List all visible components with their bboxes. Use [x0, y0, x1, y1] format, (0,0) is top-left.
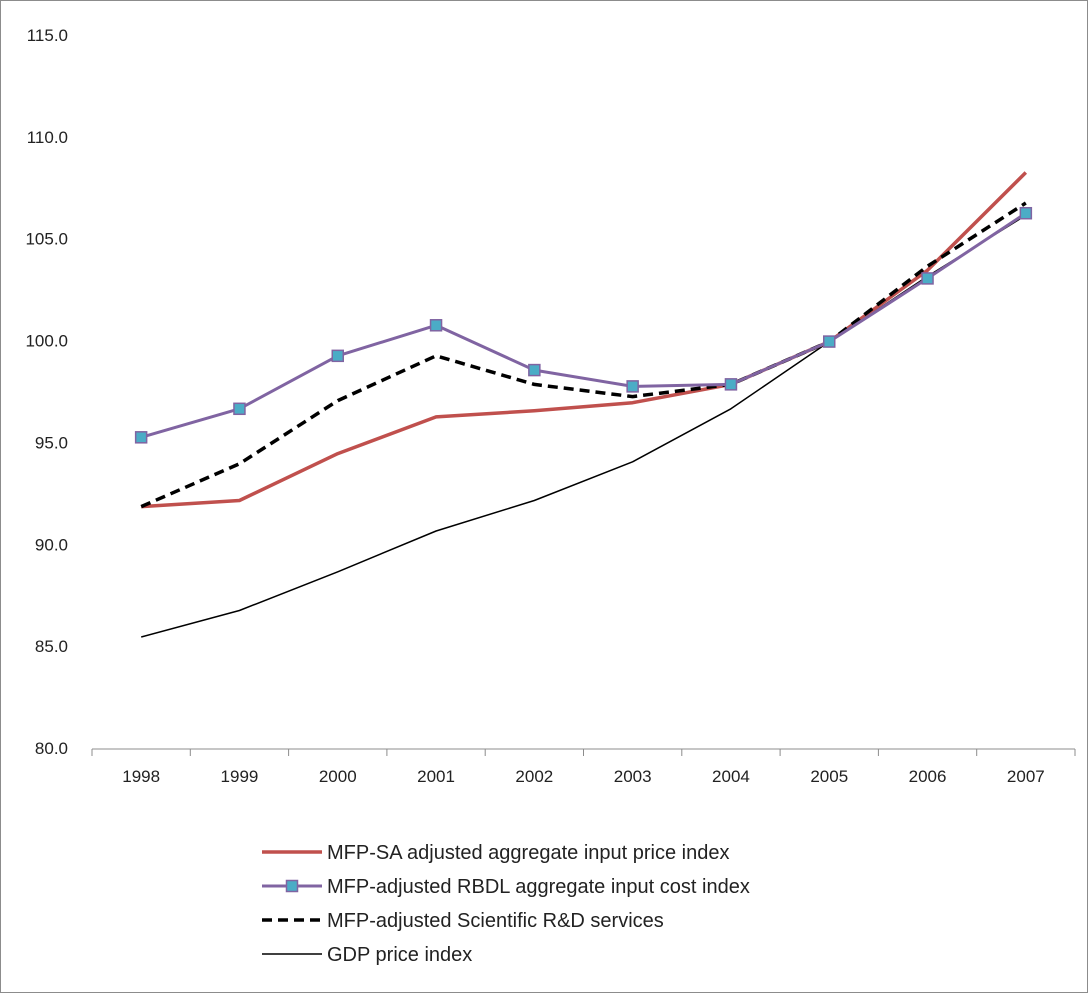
legend-label-2: MFP-adjusted Scientific R&D services — [327, 910, 664, 932]
legend-marker — [285, 879, 299, 893]
y-axis: 80.0 85.0 90.0 95.0 100.0 105.0 110.0 115.0 — [25, 26, 68, 758]
y-tick-label: 115.0 — [27, 26, 68, 45]
series-lines — [134, 171, 1033, 638]
x-tick-label: 1998 — [122, 767, 160, 786]
y-tick-label: 105.0 — [25, 230, 68, 249]
y-tick-label: 100.0 — [25, 332, 68, 351]
y-tick-label: 95.0 — [35, 433, 68, 452]
y-tick-label: 110.0 — [27, 128, 68, 147]
legend: MFP-SA adjusted aggregate input price in… — [262, 842, 750, 966]
data-point-marker — [331, 349, 344, 363]
y-tick-label: 80.0 — [35, 739, 68, 758]
x-tick-label: 2005 — [810, 767, 848, 786]
data-point-marker — [134, 431, 148, 444]
y-tick-label: 90.0 — [35, 535, 68, 554]
series-line-2 — [140, 201, 1027, 509]
series-line-1 — [140, 211, 1027, 439]
x-tick-label: 2004 — [712, 767, 750, 786]
data-point-marker — [823, 335, 836, 348]
data-point-marker — [429, 319, 443, 332]
series-line-0 — [141, 171, 1028, 509]
legend-label-1: MFP-adjusted RBDL aggregate input cost i… — [327, 876, 750, 898]
x-tick-label: 2007 — [1007, 767, 1045, 786]
legend-label-0: MFP-SA adjusted aggregate input price in… — [327, 842, 729, 864]
data-point-marker — [528, 363, 541, 377]
legend-label-3: GDP price index — [327, 944, 472, 966]
x-tick-label: 2002 — [515, 767, 553, 786]
x-tick-label: 1999 — [221, 767, 259, 786]
x-tick-label: 2000 — [319, 767, 357, 786]
series-line-3 — [141, 214, 1027, 638]
x-axis: 1998 1999 2000 2001 2002 2003 2004 2005 2006 2007 — [91, 748, 1076, 786]
data-point-marker — [233, 402, 246, 416]
x-tick-label: 2006 — [909, 767, 947, 786]
x-tick-label: 2001 — [417, 767, 455, 786]
data-point-marker — [724, 378, 738, 391]
data-point-marker — [921, 272, 934, 285]
y-tick-label: 85.0 — [35, 637, 68, 656]
x-tick-label: 2003 — [614, 767, 652, 786]
data-point-marker — [626, 380, 639, 393]
data-point-marker — [1019, 206, 1033, 220]
